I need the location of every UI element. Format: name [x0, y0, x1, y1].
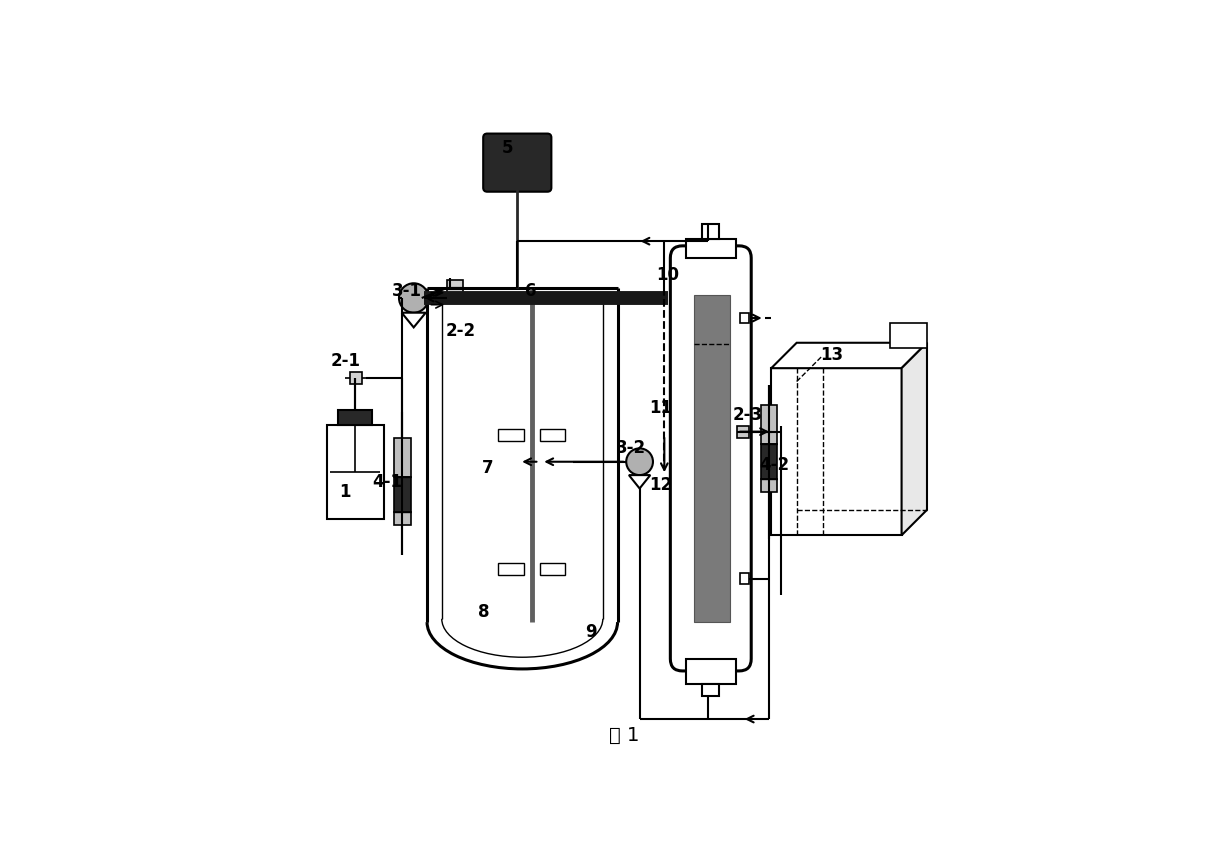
Polygon shape: [402, 312, 426, 327]
Bar: [339, 411, 373, 425]
Bar: [890, 323, 927, 348]
Bar: [739, 574, 749, 584]
Bar: [761, 479, 777, 492]
Text: 13: 13: [820, 345, 843, 364]
Text: 3-2: 3-2: [616, 439, 646, 457]
Text: 2-3: 2-3: [733, 406, 762, 424]
Bar: [771, 368, 901, 536]
Text: 图 1: 图 1: [609, 727, 639, 746]
Bar: [761, 404, 777, 444]
Bar: [498, 429, 524, 441]
Bar: [686, 240, 736, 258]
Text: 5: 5: [502, 139, 513, 156]
Text: 3-1: 3-1: [392, 282, 421, 300]
Bar: [737, 425, 749, 437]
Bar: [540, 429, 565, 441]
Bar: [702, 225, 720, 240]
Bar: [393, 512, 410, 525]
Text: 4-1: 4-1: [371, 473, 402, 490]
Bar: [498, 562, 524, 575]
Text: 11: 11: [649, 399, 672, 418]
Bar: [447, 280, 463, 296]
Text: 4-2: 4-2: [760, 456, 789, 474]
Text: 9: 9: [585, 623, 597, 641]
Text: 2-1: 2-1: [330, 352, 361, 371]
Text: 1: 1: [339, 483, 351, 501]
Bar: [326, 425, 384, 518]
Bar: [686, 659, 736, 684]
Bar: [393, 477, 410, 512]
FancyBboxPatch shape: [484, 134, 552, 192]
Bar: [393, 438, 410, 477]
Text: 12: 12: [649, 477, 672, 494]
Text: 2-2: 2-2: [446, 322, 475, 340]
Bar: [761, 444, 777, 479]
Circle shape: [626, 449, 653, 475]
Text: 8: 8: [479, 603, 490, 621]
Text: 7: 7: [481, 459, 493, 477]
Bar: [702, 684, 720, 695]
Bar: [350, 372, 362, 385]
Bar: [694, 294, 730, 622]
FancyBboxPatch shape: [670, 246, 752, 671]
Polygon shape: [628, 475, 650, 489]
Polygon shape: [901, 343, 927, 536]
Polygon shape: [771, 343, 927, 368]
Bar: [739, 312, 749, 324]
Circle shape: [400, 283, 429, 312]
Text: 6: 6: [525, 282, 536, 300]
Bar: [540, 562, 565, 575]
Text: 10: 10: [657, 266, 680, 284]
